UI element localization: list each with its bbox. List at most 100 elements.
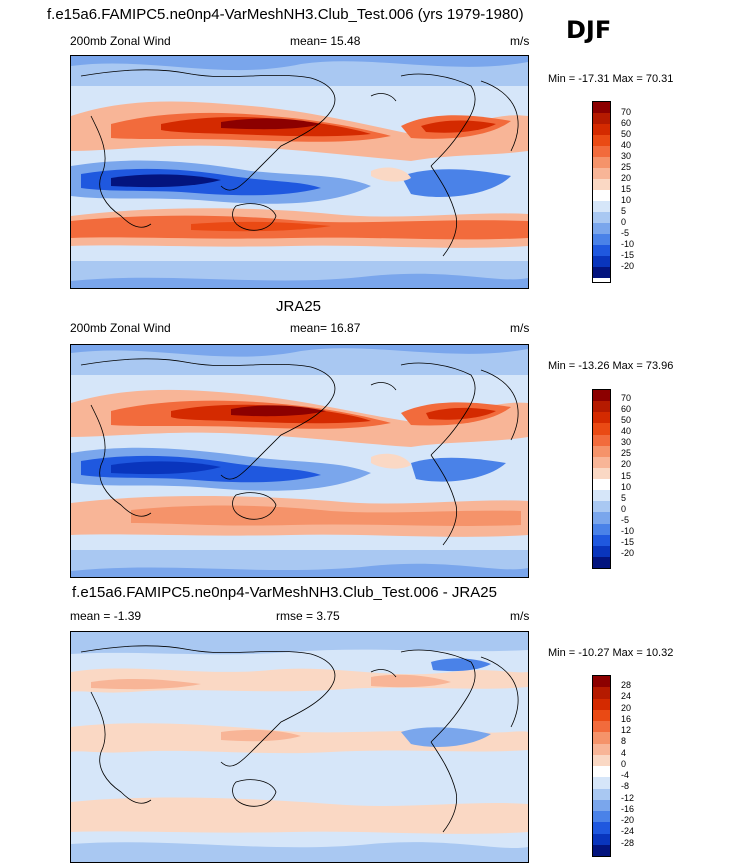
colorbar-swatch bbox=[593, 135, 610, 146]
rmse-label: rmse = 3.75 bbox=[276, 609, 340, 623]
colorbar-swatch bbox=[593, 732, 610, 744]
variable-label: 200mb Zonal Wind bbox=[70, 34, 171, 48]
colorbar-tick-label: 5 bbox=[621, 493, 627, 503]
colorbar-tick-label: -5 bbox=[621, 228, 630, 238]
colorbar-tick-label: 40 bbox=[621, 140, 632, 150]
min-max-label: Min = -13.26 Max = 73.96 bbox=[548, 360, 674, 372]
units-label: m/s bbox=[510, 609, 530, 623]
colorbar-swatch bbox=[593, 157, 610, 168]
colorbar-tick-label: -10 bbox=[621, 526, 635, 536]
colorbar-swatch bbox=[593, 423, 610, 435]
colorbar-model bbox=[592, 101, 611, 283]
colorbar-tick-label: -20 bbox=[621, 261, 635, 271]
colorbar-tick-label: 0 bbox=[621, 759, 627, 769]
colorbar-swatch bbox=[593, 799, 610, 811]
colorbar-swatch bbox=[593, 676, 610, 688]
colorbar-tick-label: 0 bbox=[621, 217, 627, 227]
colorbar-swatch bbox=[593, 788, 610, 800]
colorbar-tick-label: 20 bbox=[621, 703, 632, 713]
colorbar-tick-label: 12 bbox=[621, 725, 632, 735]
colorbar-tick-label: -10 bbox=[621, 239, 635, 249]
colorbar-swatch bbox=[593, 687, 610, 699]
colorbar-tick-label: 4 bbox=[621, 748, 627, 758]
colorbar-swatch bbox=[593, 467, 610, 479]
colorbar-tick-label: 5 bbox=[621, 206, 627, 216]
colorbar-swatch bbox=[593, 777, 610, 789]
colorbar-swatch bbox=[593, 179, 610, 190]
colorbar-tick-label: 30 bbox=[621, 437, 632, 447]
colorbar-tick-label: -5 bbox=[621, 515, 630, 525]
colorbar-swatch bbox=[593, 811, 610, 823]
panel-title: f.e15a6.FAMIPC5.ne0np4-VarMeshNH3.Club_T… bbox=[47, 6, 524, 23]
colorbar-swatch bbox=[593, 490, 610, 502]
colorbar-swatch bbox=[593, 267, 610, 278]
colorbar-tick-label: 60 bbox=[621, 118, 632, 128]
colorbar-tick-label: 20 bbox=[621, 173, 632, 183]
colorbar-tick-label: 25 bbox=[621, 448, 632, 458]
colorbar-tick-label: 0 bbox=[621, 504, 627, 514]
colorbar-tick-label: 8 bbox=[621, 736, 627, 746]
colorbar-tick-label: 30 bbox=[621, 151, 632, 161]
panel-title: JRA25 bbox=[276, 298, 322, 315]
colorbar-tick-label: -4 bbox=[621, 770, 630, 780]
colorbar-swatch bbox=[593, 412, 610, 424]
variable-label: 200mb Zonal Wind bbox=[70, 321, 171, 335]
colorbar-swatch bbox=[593, 445, 610, 457]
colorbar-reference bbox=[592, 389, 611, 569]
colorbar-swatch bbox=[593, 401, 610, 413]
colorbar-swatch bbox=[593, 245, 610, 256]
colorbar-swatch bbox=[593, 190, 610, 201]
colorbar-tick-label: -8 bbox=[621, 781, 630, 791]
colorbar-tick-label: 50 bbox=[621, 129, 632, 139]
colorbar-tick-label: 70 bbox=[621, 107, 632, 117]
colorbar-tick-label: 20 bbox=[621, 459, 632, 469]
mean-label: mean= 15.48 bbox=[290, 34, 361, 48]
units-label: m/s bbox=[510, 34, 530, 48]
colorbar-tick-label: 50 bbox=[621, 415, 632, 425]
colorbar-swatch bbox=[593, 234, 610, 245]
colorbar-swatch bbox=[593, 434, 610, 446]
colorbar-swatch bbox=[593, 501, 610, 513]
colorbar-swatch bbox=[593, 512, 610, 524]
colorbar-tick-label: 25 bbox=[621, 162, 632, 172]
colorbar-swatch bbox=[593, 822, 610, 834]
colorbar-difference bbox=[592, 675, 611, 857]
colorbar-tick-label: 28 bbox=[621, 680, 632, 690]
colorbar-tick-label: 16 bbox=[621, 714, 632, 724]
mean-label: mean = -1.39 bbox=[70, 609, 142, 623]
colorbar-swatch bbox=[593, 556, 610, 568]
colorbar-tick-label: 10 bbox=[621, 482, 632, 492]
colorbar-tick-label: -24 bbox=[621, 826, 635, 836]
colorbar-swatch bbox=[593, 201, 610, 212]
colorbar-tick-label: 10 bbox=[621, 195, 632, 205]
colorbar-tick-label: -28 bbox=[621, 838, 635, 848]
colorbar-swatch bbox=[593, 390, 610, 402]
colorbar-swatch bbox=[593, 743, 610, 755]
colorbar-swatch bbox=[593, 754, 610, 766]
colorbar-swatch bbox=[593, 212, 610, 223]
map-reference bbox=[70, 344, 529, 578]
colorbar-tick-label: 40 bbox=[621, 426, 632, 436]
colorbar-tick-label: 24 bbox=[621, 691, 632, 701]
colorbar-swatch bbox=[593, 223, 610, 234]
colorbar-swatch bbox=[593, 456, 610, 468]
min-max-label: Min = -10.27 Max = 10.32 bbox=[548, 647, 674, 659]
colorbar-swatch bbox=[593, 844, 610, 856]
colorbar-tick-label: -15 bbox=[621, 537, 635, 547]
colorbar-swatch bbox=[593, 709, 610, 721]
colorbar-swatch bbox=[593, 146, 610, 157]
colorbar-tick-label: 15 bbox=[621, 471, 632, 481]
mean-label: mean= 16.87 bbox=[290, 321, 361, 335]
colorbar-tick-label: -16 bbox=[621, 804, 635, 814]
colorbar-swatch bbox=[593, 124, 610, 135]
panel-title: f.e15a6.FAMIPC5.ne0np4-VarMeshNH3.Club_T… bbox=[72, 584, 497, 601]
colorbar-tick-label: -12 bbox=[621, 793, 635, 803]
colorbar-tick-label: 60 bbox=[621, 404, 632, 414]
colorbar-swatch bbox=[593, 721, 610, 733]
colorbar-swatch bbox=[593, 168, 610, 179]
season-label: DJF bbox=[566, 16, 612, 44]
colorbar-swatch bbox=[593, 698, 610, 710]
colorbar-swatch bbox=[593, 534, 610, 546]
colorbar-swatch bbox=[593, 102, 610, 113]
colorbar-swatch bbox=[593, 545, 610, 557]
